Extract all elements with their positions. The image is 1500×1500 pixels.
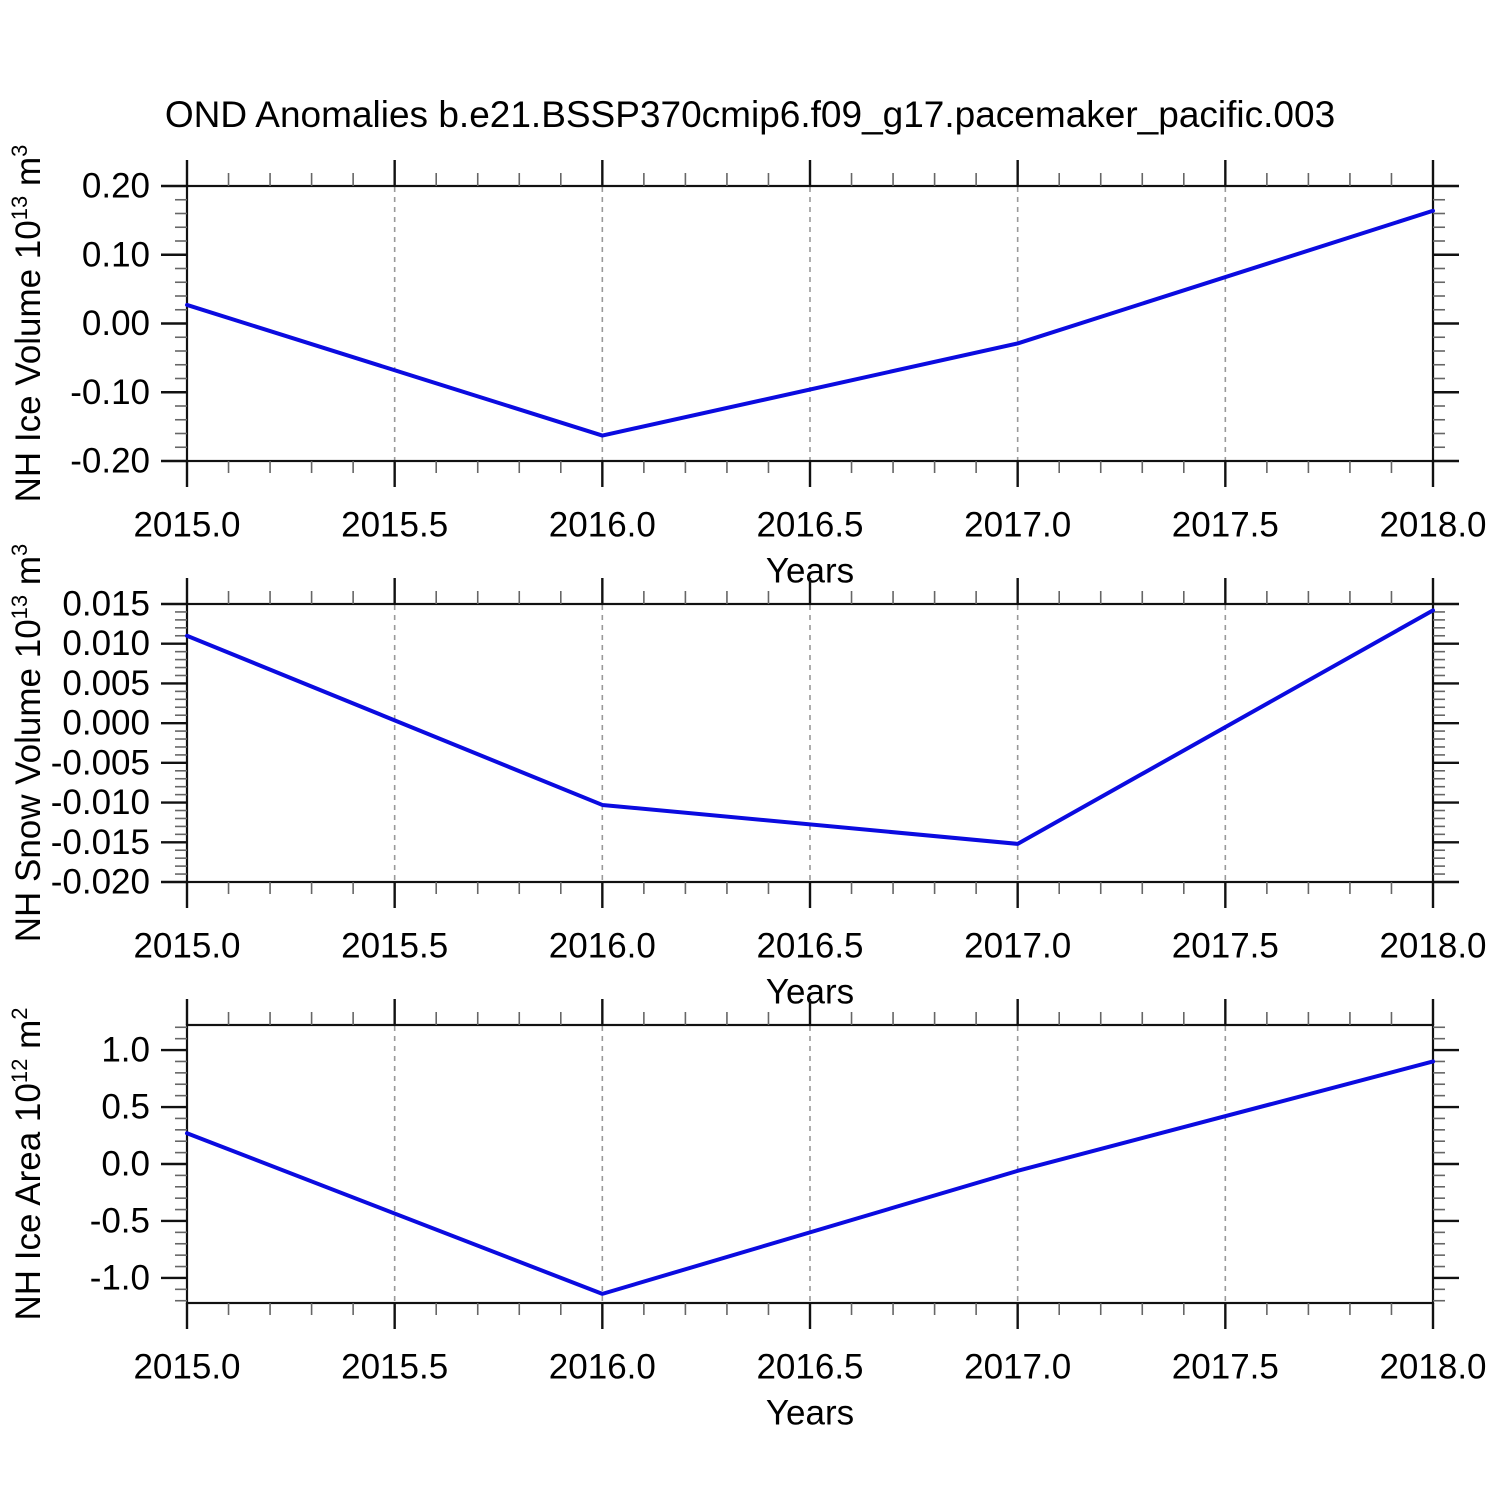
y-tick-label: 0.00	[82, 304, 150, 343]
x-tick-label: 2015.0	[133, 506, 240, 545]
series-line-nh-ice-volume	[185, 208, 1435, 438]
y-tick-label: -0.5	[90, 1201, 150, 1240]
y-tick-label: -1.0	[90, 1258, 150, 1297]
y-axis-title: NH Ice Area 1012 m2	[7, 1008, 48, 1321]
y-tick-label: -0.010	[51, 783, 150, 822]
y-tick-label: 0.20	[82, 167, 150, 206]
x-tick-label: 2017.0	[964, 927, 1071, 966]
plot-nh-ice-volume: 2015.0 2015.5 2016.0 2016.5 2017.0 2017.5 2018…	[7, 145, 1487, 591]
series-line-nh-snow-volume	[185, 608, 1435, 846]
x-tick-label: 2018.0	[1379, 506, 1486, 545]
y-tick-label: -0.10	[70, 373, 150, 412]
x-tick-label: 2015.0	[133, 927, 240, 966]
x-tick-label: 2016.5	[756, 927, 863, 966]
plots-group: 2015.0 2015.5 2016.0 2016.5 2017.0 2017.5 2018…	[7, 145, 1487, 1433]
x-tick-label: 2018.0	[1379, 1348, 1486, 1387]
plot-nh-ice-area: 2015.0 2015.5 2016.0 2016.5 2017.0 2017.5 2018…	[7, 999, 1487, 1433]
x-tick-label: 2017.5	[1172, 1348, 1279, 1387]
y-tick-label: -0.015	[51, 823, 150, 862]
y-tick-label: 0.005	[62, 664, 150, 703]
y-axis-title: NH Ice Volume 1013 m3	[7, 145, 48, 503]
x-tick-label: 2016.0	[549, 1348, 656, 1387]
y-tick-label: 0.010	[62, 624, 150, 663]
x-tick-label: 2017.5	[1172, 927, 1279, 966]
x-tick-label: 2017.0	[964, 1348, 1071, 1387]
x-axis-title: Years	[766, 1394, 854, 1433]
plot-nh-snow-volume: 2015.0 2015.5 2016.0 2016.5 2017.0 2017.5 2018…	[7, 544, 1487, 1012]
x-tick-label: 2015.5	[341, 1348, 448, 1387]
y-tick-label: -0.020	[51, 863, 150, 902]
x-tick-label: 2016.0	[549, 506, 656, 545]
y-tick-label: -0.005	[51, 743, 150, 782]
y-tick-label: 0.0	[101, 1145, 150, 1184]
x-tick-label: 2017.5	[1172, 506, 1279, 545]
x-tick-label: 2016.0	[549, 927, 656, 966]
x-tick-label: 2015.5	[341, 506, 448, 545]
y-tick-label: 0.10	[82, 235, 150, 274]
x-tick-label: 2015.0	[133, 1348, 240, 1387]
x-tick-label: 2016.5	[756, 1348, 863, 1387]
y-tick-label: -0.20	[70, 442, 150, 481]
y-axis-title: NH Snow Volume 1013 m3	[7, 544, 48, 943]
y-tick-label: 0.000	[62, 704, 150, 743]
y-tick-label: 0.5	[101, 1088, 150, 1127]
x-tick-label: 2018.0	[1379, 927, 1486, 966]
series-line-nh-ice-area	[185, 1059, 1435, 1296]
x-tick-label: 2016.5	[756, 506, 863, 545]
x-tick-label: 2017.0	[964, 506, 1071, 545]
x-tick-label: 2015.5	[341, 927, 448, 966]
y-tick-label: 0.015	[62, 585, 150, 624]
y-tick-label: 1.0	[101, 1031, 150, 1070]
chart-title: OND Anomalies b.e21.BSSP370cmip6.f09_g17…	[165, 94, 1335, 135]
